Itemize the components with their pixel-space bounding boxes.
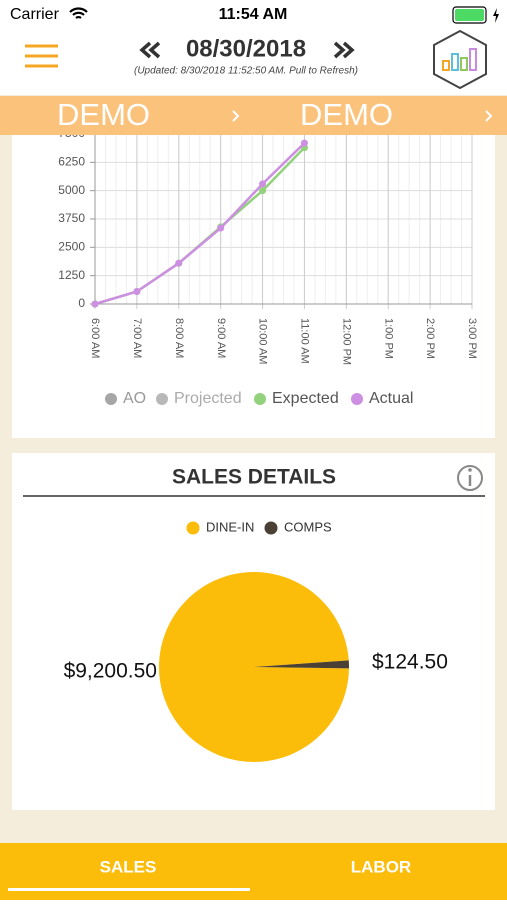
y-tick-label: 0 <box>78 296 85 310</box>
y-tick-label: 2500 <box>58 240 85 254</box>
logo[interactable] <box>433 29 487 90</box>
battery-level <box>455 9 484 21</box>
legend-swatch <box>351 393 363 405</box>
chevron[interactable] <box>485 110 493 122</box>
info-button[interactable] <box>457 465 483 491</box>
pie-slice <box>254 660 349 669</box>
y-tick-label: 5000 <box>58 183 85 197</box>
legend-swatch <box>254 393 266 405</box>
legend-label: Expected <box>272 390 339 407</box>
banner-right: DEMO <box>300 97 393 132</box>
next-day[interactable] <box>333 41 355 59</box>
legend-label: COMPS <box>284 519 332 534</box>
point <box>300 139 308 147</box>
updated: (Updated: 8/30/2018 11:52:50 AM. Pull to… <box>134 66 358 77</box>
x-tick-label: 8:00 AM <box>173 318 185 358</box>
chevron[interactable] <box>232 110 240 122</box>
series-line <box>94 142 306 306</box>
x-tick-label: 11:00 AM <box>299 318 311 364</box>
legend-swatch <box>264 521 278 535</box>
legend-label: Projected <box>174 390 242 407</box>
date: 08/30/2018 <box>186 35 306 62</box>
value-label: $124.50 <box>372 651 448 674</box>
previous-day[interactable] <box>139 41 161 59</box>
x-tick-label: 10:00 AM <box>257 318 269 364</box>
legend-swatch <box>156 393 168 405</box>
legend-label: AO <box>123 390 146 407</box>
chart-card <box>12 120 495 438</box>
legend-swatch <box>186 521 200 535</box>
pie-slice <box>159 572 349 763</box>
legend-label: Actual <box>369 390 413 407</box>
x-tick-label: 1:00 PM <box>382 318 394 359</box>
tab-indicator <box>8 888 250 891</box>
clock: 11:54 AM <box>219 6 288 23</box>
value-label: $9,200.50 <box>64 660 157 683</box>
point <box>217 224 225 232</box>
carrier: Carrier <box>10 6 60 23</box>
point <box>175 259 183 267</box>
line-chart: 01250250037505000625075006:00 AM7:00 AM8… <box>58 126 478 407</box>
menu-button[interactable] <box>25 44 58 68</box>
y-tick-label: 3750 <box>58 211 85 225</box>
tab[interactable]: LABOR <box>351 857 411 876</box>
point <box>91 300 99 308</box>
banner <box>0 96 507 135</box>
wifi-icon <box>69 7 88 19</box>
header <box>0 0 507 95</box>
charging-icon <box>493 8 499 23</box>
y-tick-label: 6250 <box>58 155 85 169</box>
y-tick-label: 1250 <box>58 268 85 282</box>
tab-bar <box>0 843 507 900</box>
point <box>259 180 267 188</box>
x-tick-label: 9:00 AM <box>215 318 227 358</box>
point <box>259 187 267 195</box>
legend-swatch <box>105 393 117 405</box>
banner-left: DEMO <box>57 97 150 132</box>
x-tick-label: 2:00 PM <box>424 318 436 359</box>
x-tick-label: 6:00 AM <box>89 318 101 358</box>
section-title: SALES DETAILS <box>172 466 336 489</box>
pie-chart: $9,200.50 $124.50 DINE-IN COMPS <box>64 519 448 763</box>
x-tick-label: 3:00 PM <box>466 318 478 359</box>
tab[interactable]: SALES <box>100 857 157 876</box>
battery <box>452 6 487 24</box>
x-tick-label: 7:00 AM <box>131 318 143 358</box>
x-tick-label: 12:00 PM <box>340 318 352 365</box>
point <box>133 288 141 296</box>
legend-label: DINE-IN <box>206 519 254 534</box>
